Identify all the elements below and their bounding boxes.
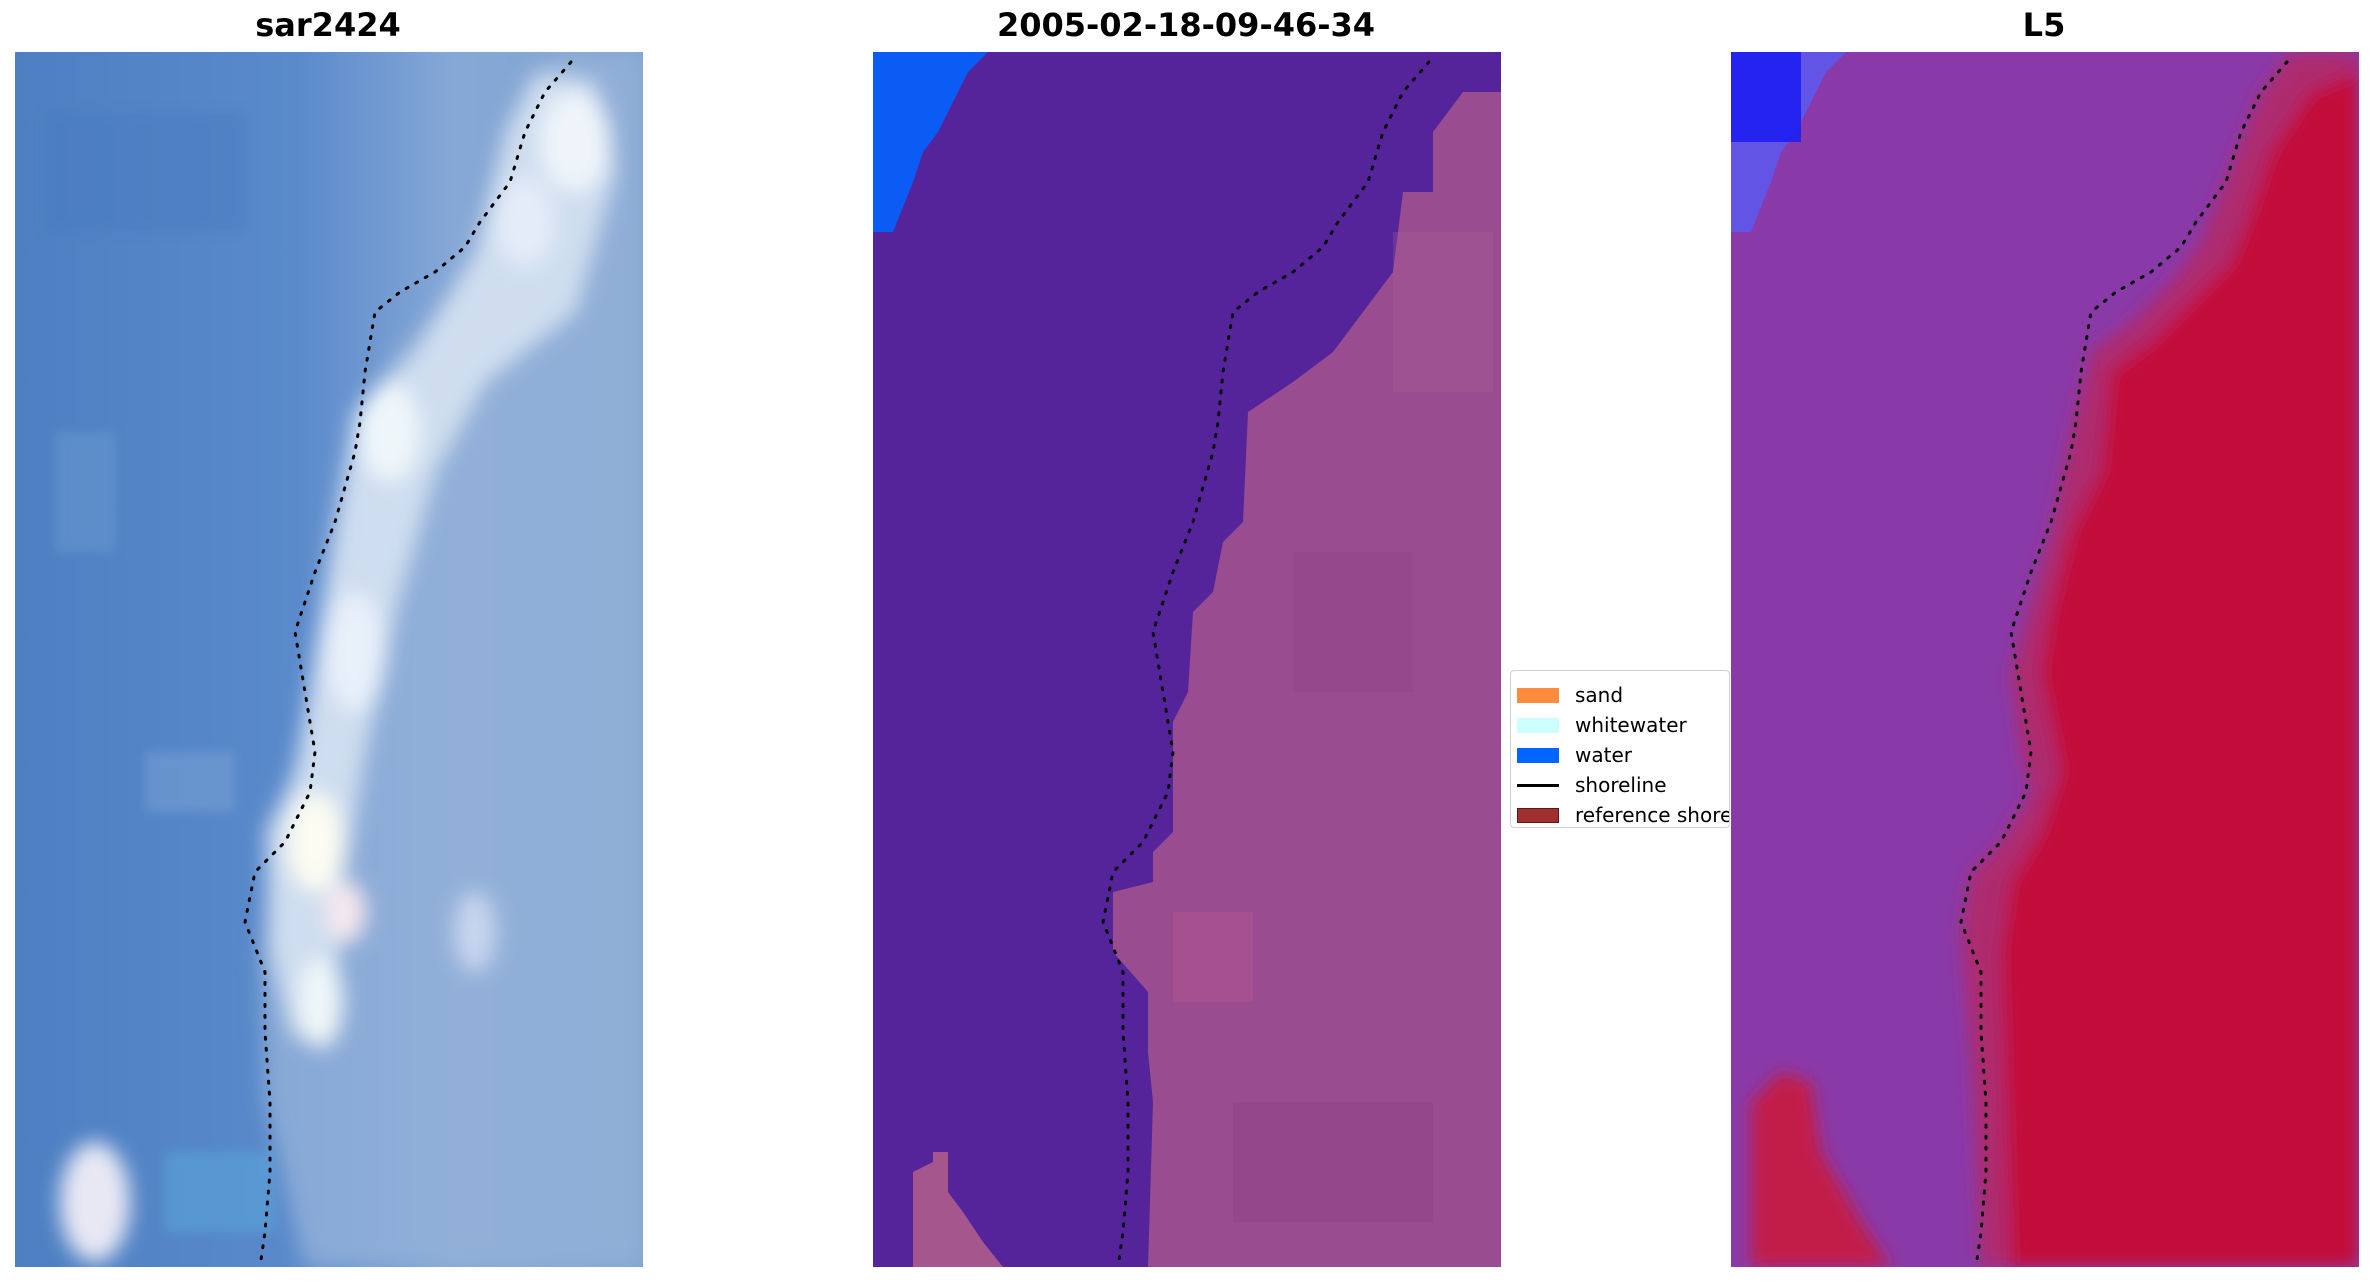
legend-item-sand: sand [1511, 683, 1623, 707]
index-image-panel [1731, 52, 2359, 1267]
legend-item-shoreline: shoreline [1511, 773, 1667, 797]
classified-land-bottom-left [913, 1152, 1003, 1267]
rgb-surf-zone [60, 52, 643, 1267]
shoreline-dotted [1101, 60, 1431, 1267]
classified-land [1113, 92, 1501, 1267]
classified-land-texture [1173, 232, 1493, 1222]
legend-item-water: water [1511, 743, 1632, 767]
rgb-image-panel [15, 52, 643, 1267]
legend-label: shoreline [1575, 773, 1667, 797]
index-land-red [1751, 52, 2359, 1267]
legend-item-whitewater: whitewater [1511, 713, 1687, 737]
legend-swatch-whitewater [1517, 717, 1559, 733]
legend-swatch-reference-shoreline [1517, 807, 1559, 823]
shoreline-dotted [1959, 60, 2289, 1267]
panel-title-classified: 2005-02-18-09-46-34 [996, 6, 1376, 44]
legend-label: water [1575, 743, 1632, 767]
shoreline-dotted [243, 60, 573, 1267]
classified-water-blue-corner [873, 52, 988, 232]
rgb-water-texture [45, 112, 275, 1232]
classified-image-panel [873, 52, 1501, 1267]
panel-title-rgb: sar2424 [255, 6, 401, 44]
legend-label: sand [1575, 683, 1624, 707]
legend-line-shoreline [1517, 783, 1559, 787]
legend: sand whitewater water shoreline referenc… [1510, 670, 1730, 828]
legend-label: whitewater [1575, 713, 1687, 737]
legend-item-reference-shoreline: reference shoreline [1511, 803, 1729, 827]
legend-swatch-water [1517, 747, 1559, 763]
legend-label: reference shoreline [1575, 803, 1729, 827]
legend-swatch-sand [1517, 687, 1559, 703]
panel-title-index: L5 [2022, 6, 2066, 44]
